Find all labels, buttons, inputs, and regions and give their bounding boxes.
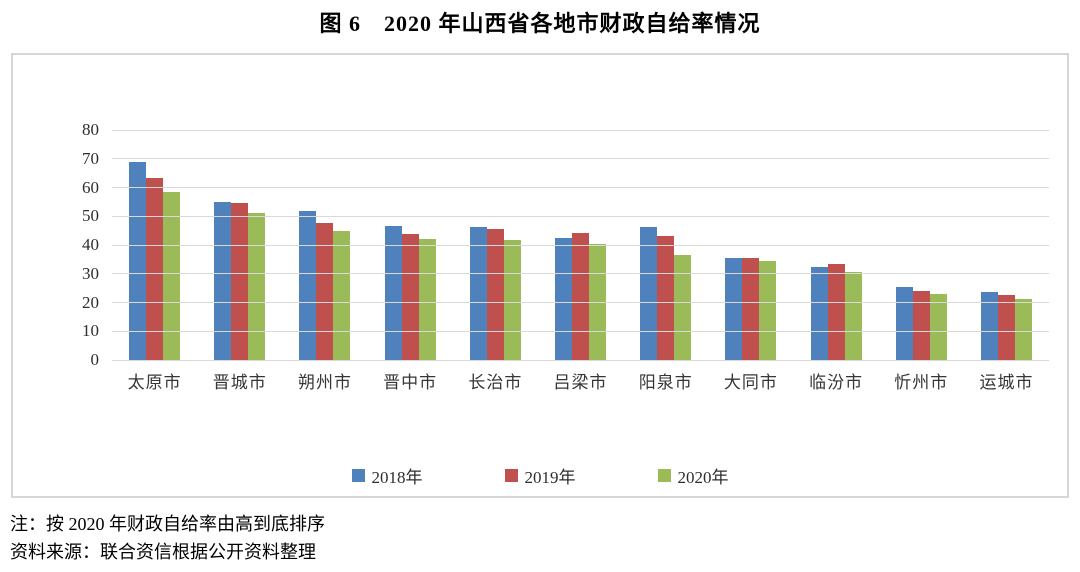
bar-运城市-2019年 (997, 294, 1015, 360)
legend-swatch-icon (504, 469, 518, 482)
bar-长治市-2018年 (469, 226, 487, 360)
legend-swatch-icon (351, 469, 365, 482)
y-tick-label-70: 70 (82, 148, 99, 168)
bar-太原市-2019年 (146, 178, 164, 360)
legend-swatch-icon (657, 469, 671, 482)
legend-item-2018年: 2018年 (351, 463, 423, 488)
bar-临汾市-2019年 (827, 263, 845, 360)
legend: 2018年 2019年 2020年 (13, 463, 1067, 488)
x-tick-label-长治市: 长治市 (468, 373, 523, 392)
bar-吕梁市-2018年 (555, 237, 573, 360)
bar-group-晋中市 (368, 130, 453, 360)
y-tick-label-40: 40 (82, 235, 99, 254)
bar-晋中市-2018年 (384, 226, 402, 360)
gridline-20 (112, 302, 1049, 303)
gridline-0 (112, 359, 1049, 361)
figure-title: 图 6 2020 年山西省各地市财政自给率情况 (319, 11, 761, 36)
bar-晋城市-2019年 (231, 202, 249, 360)
bar-临汾市-2020年 (844, 272, 862, 360)
bar-长治市-2020年 (503, 240, 521, 360)
y-tick-label-0: 0 (90, 350, 100, 369)
source-note: 资料来源：联合资信根据公开资料整理 (10, 542, 316, 562)
bar-忻州市-2020年 (929, 293, 947, 360)
plot-area (112, 129, 1049, 361)
y-tick-label-50: 50 (82, 206, 99, 226)
bar-吕梁市-2019年 (572, 232, 590, 360)
legend-item-2019年: 2019年 (504, 463, 576, 488)
bar-忻州市-2018年 (895, 286, 913, 360)
bar-朔州市-2019年 (316, 222, 334, 360)
bar-太原市-2020年 (163, 192, 181, 360)
gridline-60 (112, 187, 1049, 188)
x-tick-label-晋中市: 晋中市 (383, 373, 438, 392)
bar-阳泉市-2019年 (657, 235, 675, 360)
bar-晋中市-2019年 (401, 233, 419, 360)
sort-note: 注：按 2020 年财政自给率由高到底排序 (10, 514, 325, 534)
bar-groups (112, 130, 1049, 360)
x-tick-label-临汾市: 临汾市 (809, 373, 864, 392)
gridline-50 (112, 215, 1049, 217)
bar-group-大同市 (708, 130, 793, 360)
bar-晋中市-2020年 (418, 239, 436, 360)
y-tick-label-60: 60 (82, 177, 99, 197)
gridline-80 (112, 129, 1049, 131)
bar-group-运城市 (964, 130, 1049, 360)
legend-label: 2018年 (371, 468, 423, 487)
x-tick-label-运城市: 运城市 (979, 373, 1034, 392)
bar-临汾市-2018年 (810, 266, 828, 360)
bar-group-晋城市 (197, 130, 282, 360)
x-axis: 太原市 晋城市 朔州市 晋中市 长治市 吕梁市 阳泉市 大同市 临汾市 忻州市 运城市 (112, 368, 1049, 393)
bar-阳泉市-2020年 (674, 255, 692, 360)
gridline-70 (112, 158, 1049, 160)
bar-运城市-2018年 (980, 292, 998, 360)
x-tick-label-太原市: 太原市 (127, 373, 182, 392)
x-tick-label-忻州市: 忻州市 (894, 373, 949, 392)
bar-晋城市-2020年 (248, 213, 266, 360)
bar-group-朔州市 (282, 130, 367, 360)
bar-group-长治市 (453, 130, 538, 360)
chart-frame: 0 10 20 30 40 50 60 70 80 太原市 晋城市 朔州市 晋中市 长治市 吕梁市 阳泉市 大… (11, 53, 1069, 498)
x-tick-label-大同市: 大同市 (723, 373, 778, 392)
bar-忻州市-2019年 (912, 290, 930, 360)
y-tick-label-10: 10 (82, 321, 99, 341)
bar-group-阳泉市 (623, 130, 708, 360)
bar-group-临汾市 (794, 130, 879, 360)
footnotes: 注：按 2020 年财政自给率由高到底排序 资料来源：联合资信根据公开资料整理 (10, 510, 325, 566)
bar-运城市-2020年 (1014, 299, 1032, 360)
x-tick-label-晋城市: 晋城市 (212, 373, 267, 392)
y-tick-label-20: 20 (82, 292, 99, 312)
x-tick-label-朔州市: 朔州市 (297, 373, 352, 392)
bar-大同市-2019年 (742, 257, 760, 360)
gridline-40 (112, 244, 1049, 246)
bar-长治市-2019年 (486, 229, 504, 360)
y-axis: 0 10 20 30 40 50 60 70 80 (13, 55, 105, 496)
bar-太原市-2018年 (129, 162, 147, 360)
y-tick-label-80: 80 (82, 120, 99, 139)
x-tick-label-吕梁市: 吕梁市 (553, 373, 608, 392)
bar-group-太原市 (112, 130, 197, 360)
bar-大同市-2018年 (725, 257, 743, 360)
gridline-10 (112, 330, 1049, 332)
legend-item-2020年: 2020年 (657, 463, 729, 488)
bar-group-忻州市 (879, 130, 964, 360)
gridline-30 (112, 273, 1049, 275)
x-tick-label-阳泉市: 阳泉市 (638, 373, 693, 392)
y-tick-label-30: 30 (82, 263, 99, 283)
legend-label: 2019年 (524, 468, 576, 487)
bar-阳泉市-2018年 (640, 226, 658, 360)
legend-label: 2020年 (677, 468, 729, 487)
bar-晋城市-2018年 (214, 202, 232, 360)
bar-大同市-2020年 (759, 260, 777, 360)
bar-朔州市-2020年 (333, 230, 351, 360)
bar-朔州市-2018年 (299, 210, 317, 360)
